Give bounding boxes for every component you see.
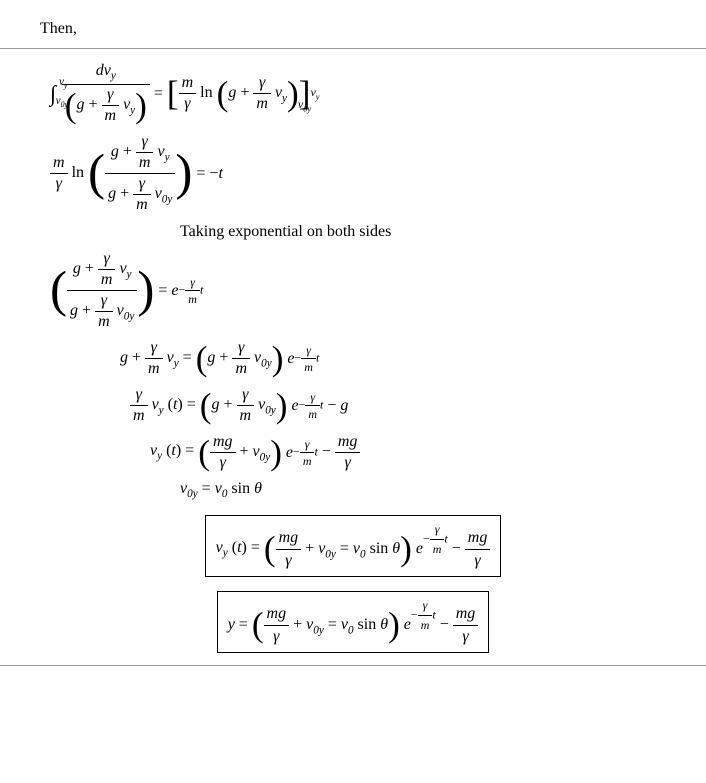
intro-text: Then, [40,20,666,38]
equation-1: ∫ vy v0y dvy ( g + γm vy ) = [ mγ ln ( g… [50,63,666,124]
equation-3: ( g + γm vy g + γm v0y ) = e−γmt [50,251,666,330]
equation-8-boxed: vy (t) = ( mgγ + v0y = v0 sin θ ) e−γmt … [40,511,666,581]
horizontal-rule [0,48,706,49]
equation-4: g + γm vy = ( g + γm v0y ) e−γmt [120,340,666,377]
equation-9-boxed: y = ( mgγ + v0y = v0 sin θ ) e−γmt − mgγ [40,587,666,657]
equation-7: v0y = v0 sin θ [180,481,666,500]
integral-sign: ∫ vy v0y [50,81,62,106]
horizontal-rule-bottom [0,665,706,666]
equation-5: γm vy (t) = ( g + γm v0y ) e−γmt − g [130,387,666,424]
taking-exponential-text: Taking exponential on both sides [180,223,666,241]
equation-6: vy (t) = ( mgγ + v0y ) e−γmt − mgγ [150,434,666,471]
equation-2: mγ ln ( g + γm vy g + γm v0y ) = −t [50,134,666,213]
